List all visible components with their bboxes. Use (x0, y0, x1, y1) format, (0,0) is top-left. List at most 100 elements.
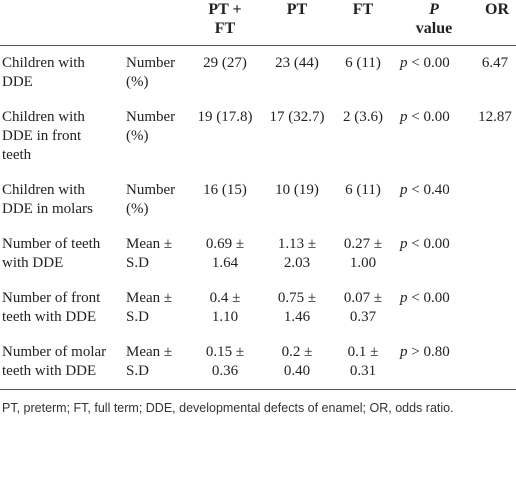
header-row: PT + FT PT FT P value OR (0, 0, 516, 46)
measure-text: Number (%) (126, 55, 176, 90)
cell: 0.2 ± 0.40 (262, 335, 332, 389)
row-label: Number of teeth with DDE (0, 227, 126, 281)
table-row: Number of front teeth with DDE Mean ± S.D… (0, 281, 516, 335)
cell-text: 0.27 ± 1.00 (343, 236, 383, 271)
cell: 12.87 (474, 100, 516, 173)
cell-text: p < 0.40 (400, 182, 450, 198)
row-label-text: Number of molar teeth with DDE (2, 344, 107, 379)
measure-text: Number (%) (126, 109, 176, 144)
cell: 17 (32.7) (262, 100, 332, 173)
cell-text: 0.1 ± 0.31 (347, 344, 379, 379)
cell: 6 (11) (332, 46, 394, 100)
cell: p > 0.80 (394, 335, 474, 389)
cell: 16 (15) (188, 173, 262, 227)
cell: 6 (11) (332, 173, 394, 227)
cell-text: 6.47 (481, 55, 509, 71)
header-cell: P value (394, 0, 474, 38)
cell: 0.69 ± 1.64 (188, 227, 262, 281)
cell: 0.4 ± 1.10 (188, 281, 262, 335)
cell-text: 0.4 ± 1.10 (209, 290, 241, 325)
cell (474, 335, 516, 389)
cell: 6.47 (474, 46, 516, 100)
header-text: PT (286, 1, 308, 18)
cell-text: 0.07 ± 0.37 (343, 290, 383, 325)
cell (474, 281, 516, 335)
table-row: Children with DDE Number (%) 29 (27) 23 (44… (0, 46, 516, 100)
header-cell: PT + FT (188, 0, 262, 38)
row-label-text: Children with DDE (2, 55, 85, 90)
table-row: Children with DDE in front teeth Number (… (0, 100, 516, 173)
table-row: Number of teeth with DDE Mean ± S.D 0.69 ±… (0, 227, 516, 281)
cell-text: p > 0.80 (400, 344, 450, 360)
header-text: OR (485, 1, 509, 18)
measure-text: Mean ± S.D (126, 236, 173, 271)
row-label: Number of front teeth with DDE (0, 281, 126, 335)
cell-text: 10 (19) (275, 182, 319, 198)
measure: Mean ± S.D (126, 227, 188, 281)
cell-text: 1.13 ± 2.03 (277, 236, 317, 271)
row-label-text: Number of teeth with DDE (2, 236, 101, 271)
row-label: Number of molar teeth with DDE (0, 335, 126, 389)
measure-text: Mean ± S.D (126, 290, 173, 325)
table-row: Number of molar teeth with DDE Mean ± S.D… (0, 335, 516, 390)
cell-text: 0.75 ± 1.46 (277, 290, 317, 325)
header-text: PT + FT (208, 1, 242, 37)
cell: 0.1 ± 0.31 (332, 335, 394, 389)
cell: 0.27 ± 1.00 (332, 227, 394, 281)
row-label-text: Number of front teeth with DDE (2, 290, 101, 325)
cell: 29 (27) (188, 46, 262, 100)
cell: p < 0.00 (394, 100, 474, 173)
cell: 1.13 ± 2.03 (262, 227, 332, 281)
footnote: PT, preterm; FT, full term; DDE, develop… (2, 401, 454, 415)
header-cell: PT (262, 0, 332, 19)
row-label: Children with DDE in molars (0, 173, 126, 227)
cell: 0.07 ± 0.37 (332, 281, 394, 335)
measure: Number (%) (126, 173, 188, 227)
measure: Number (%) (126, 46, 188, 100)
cell: 0.15 ± 0.36 (188, 335, 262, 389)
header-cell: FT (332, 0, 394, 19)
cell-text: 0.15 ± 0.36 (205, 344, 245, 379)
cell: 10 (19) (262, 173, 332, 227)
header-cell: OR (474, 0, 516, 19)
cell-text: 12.87 (478, 109, 512, 125)
cell-text: 2 (3.6) (343, 109, 383, 125)
cell-text: 29 (27) (203, 55, 247, 71)
header-text: FT (352, 1, 374, 18)
measure: Number (%) (126, 100, 188, 173)
measure: Mean ± S.D (126, 281, 188, 335)
cell: 23 (44) (262, 46, 332, 100)
cell: p < 0.00 (394, 227, 474, 281)
cell-text: 16 (15) (203, 182, 247, 198)
row-label-text: Children with DDE in molars (2, 182, 93, 217)
cell-text: p < 0.00 (400, 109, 450, 125)
cell-text: 19 (17.8) (197, 109, 253, 125)
cell-text: 0.69 ± 1.64 (205, 236, 245, 271)
table: PT + FT PT FT P value OR Children with DDE Num… (0, 0, 516, 390)
table-row: Children with DDE in molars Number (%) 16 … (0, 173, 516, 227)
measure-text: Number (%) (126, 182, 176, 217)
cell (474, 227, 516, 281)
cell-text: 17 (32.7) (269, 109, 325, 125)
row-label: Children with DDE (0, 46, 126, 100)
measure: Mean ± S.D (126, 335, 188, 389)
cell: 2 (3.6) (332, 100, 394, 173)
cell: p < 0.00 (394, 46, 474, 100)
cell-text: 0.2 ± 0.40 (281, 344, 313, 379)
cell-text: p < 0.00 (400, 55, 450, 71)
row-label-text: Children with DDE in front teeth (2, 109, 85, 163)
cell: 19 (17.8) (188, 100, 262, 173)
cell-text: 6 (11) (345, 55, 381, 71)
cell: p < 0.00 (394, 281, 474, 335)
cell: p < 0.40 (394, 173, 474, 227)
cell-text: p < 0.00 (400, 290, 450, 306)
cell-text: 6 (11) (345, 182, 381, 198)
measure-text: Mean ± S.D (126, 344, 173, 379)
cell-text: p < 0.00 (400, 236, 450, 252)
row-label: Children with DDE in front teeth (0, 100, 126, 173)
cell: 0.75 ± 1.46 (262, 281, 332, 335)
header-text: P value (415, 1, 453, 37)
cell-text: 23 (44) (275, 55, 319, 71)
cell (474, 173, 516, 227)
